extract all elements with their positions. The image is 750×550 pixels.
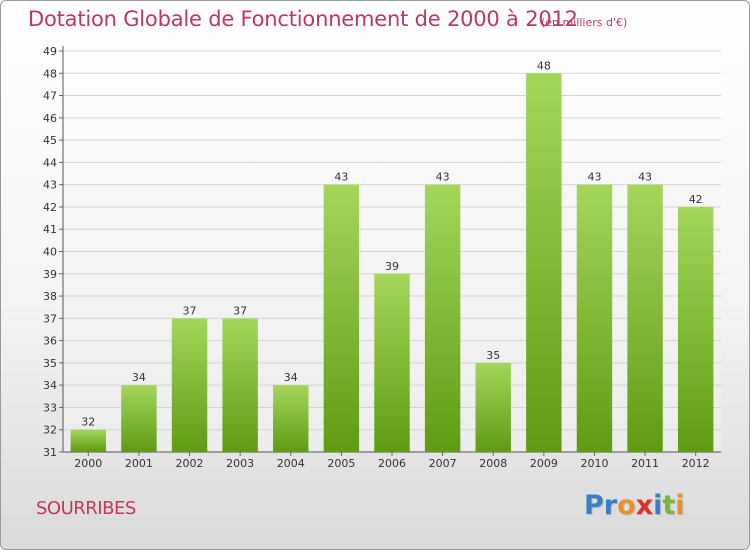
logo-letter: r bbox=[603, 490, 618, 521]
data-labels: 32 34 37 37 34 43 39 43 35 48 43 43 42 bbox=[81, 59, 702, 428]
y-tick-label: 41 bbox=[43, 223, 57, 236]
commune-name: SOURRIBES bbox=[36, 498, 136, 519]
y-tick-label: 33 bbox=[43, 401, 57, 414]
bar-2007 bbox=[424, 184, 461, 452]
logo-letter: o bbox=[617, 490, 636, 521]
data-label: 37 bbox=[233, 304, 247, 317]
x-tick-label: 2001 bbox=[125, 457, 153, 470]
bar-2004 bbox=[273, 385, 309, 452]
x-tick-label: 2007 bbox=[429, 457, 457, 470]
y-tick-label: 49 bbox=[43, 45, 57, 58]
data-label: 43 bbox=[587, 171, 601, 184]
data-label: 39 bbox=[385, 260, 399, 273]
data-label: 35 bbox=[486, 349, 500, 362]
bars bbox=[70, 73, 714, 453]
y-tick-label: 35 bbox=[43, 357, 57, 370]
bar-2009 bbox=[526, 73, 562, 453]
x-tick-label: 2009 bbox=[530, 457, 558, 470]
bar-2011 bbox=[627, 184, 663, 452]
y-tick-label: 40 bbox=[43, 246, 57, 259]
y-tick-label: 37 bbox=[43, 312, 57, 325]
y-tick-label: 34 bbox=[43, 379, 57, 392]
chart-title: Dotation Globale de Fonctionnement de 20… bbox=[28, 7, 578, 31]
bar-2006 bbox=[374, 273, 410, 452]
proxiti-logo[interactable]: Proxiti bbox=[584, 490, 685, 521]
y-tick-label: 42 bbox=[43, 201, 57, 214]
bar-2012 bbox=[677, 206, 714, 452]
x-tick-label: 2012 bbox=[682, 457, 710, 470]
y-tick-label: 46 bbox=[43, 112, 57, 125]
data-label: 32 bbox=[81, 416, 95, 429]
x-tick-label: 2010 bbox=[580, 457, 608, 470]
bar-2010 bbox=[576, 184, 613, 452]
bar-2005 bbox=[323, 184, 360, 452]
data-label: 43 bbox=[334, 171, 348, 184]
chart-unit-label: (en milliers d'€) bbox=[541, 16, 628, 29]
bar-2008 bbox=[475, 362, 511, 452]
bar-2002 bbox=[171, 318, 208, 452]
data-label: 42 bbox=[689, 193, 703, 206]
logo-letter: i bbox=[653, 490, 663, 521]
y-tick-label: 32 bbox=[43, 424, 57, 437]
x-tick-label: 2006 bbox=[378, 457, 406, 470]
y-tick-label: 44 bbox=[43, 156, 57, 169]
data-label: 48 bbox=[537, 59, 551, 72]
x-tick-label: 2002 bbox=[176, 457, 204, 470]
y-tick-label: 45 bbox=[43, 134, 57, 147]
data-label: 43 bbox=[436, 171, 450, 184]
logo-letter: P bbox=[584, 490, 604, 521]
y-tick-label: 39 bbox=[43, 268, 57, 281]
bar-2001 bbox=[121, 385, 157, 452]
y-tick-label: 36 bbox=[43, 335, 57, 348]
x-tick-label: 2003 bbox=[226, 457, 254, 470]
x-tick-label: 2000 bbox=[74, 457, 102, 470]
logo-letter: x bbox=[635, 490, 654, 521]
x-tick-label: 2008 bbox=[479, 457, 507, 470]
y-tick-label: 47 bbox=[43, 90, 57, 103]
x-tick-label: 2005 bbox=[327, 457, 355, 470]
y-tick-label: 43 bbox=[43, 179, 57, 192]
logo-letter: t bbox=[662, 490, 676, 521]
y-tick-label: 38 bbox=[43, 290, 57, 303]
data-label: 43 bbox=[638, 171, 652, 184]
bar-2000 bbox=[70, 429, 107, 452]
x-tick-label: 2004 bbox=[277, 457, 305, 470]
data-label: 34 bbox=[132, 371, 146, 384]
logo-letter: i bbox=[675, 490, 685, 521]
data-label: 37 bbox=[183, 304, 197, 317]
x-tick-label: 2011 bbox=[631, 457, 659, 470]
bar-2003 bbox=[222, 318, 258, 452]
y-tick-label: 48 bbox=[43, 67, 57, 80]
y-tick-label: 31 bbox=[43, 446, 57, 459]
data-label: 34 bbox=[284, 371, 298, 384]
